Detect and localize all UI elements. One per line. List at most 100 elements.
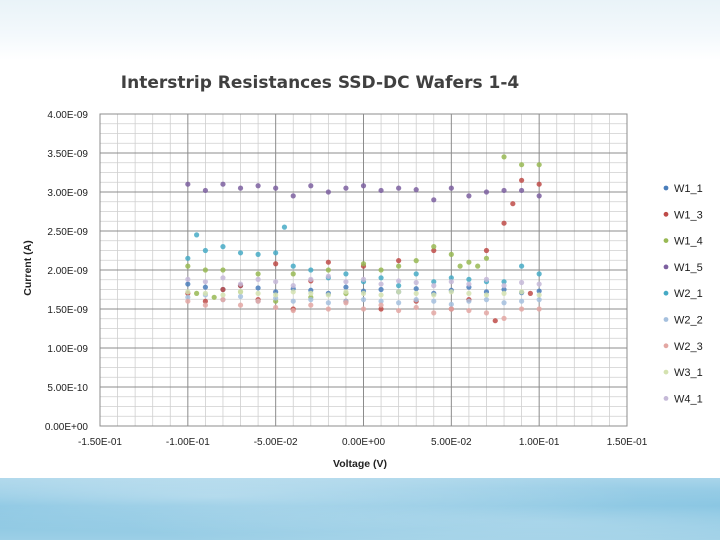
point-w2-2 xyxy=(308,297,314,303)
point-w3-1 xyxy=(290,289,296,295)
point-w3-1 xyxy=(360,290,367,296)
point-w2-2 xyxy=(483,297,490,303)
point-w3-1 xyxy=(220,292,226,298)
legend-label-w1-5: W1_5 xyxy=(674,262,703,274)
point-w1-5 xyxy=(536,193,542,199)
point-w3-1 xyxy=(273,292,279,298)
point-w2-3 xyxy=(237,302,244,308)
point-w2-3 xyxy=(325,306,331,312)
point-w2-1 xyxy=(185,255,191,261)
point-w4-1 xyxy=(343,279,349,285)
point-w1-4 xyxy=(483,255,490,261)
point-w2-1 xyxy=(519,263,525,269)
point-w1-4 xyxy=(475,263,481,269)
point-w1-5 xyxy=(483,189,490,195)
x-tick-label: -5.00E-02 xyxy=(254,437,298,448)
point-w2-1 xyxy=(220,244,226,250)
point-w1-4 xyxy=(185,263,191,269)
point-w1-4 xyxy=(457,263,463,269)
y-tick-label: 3.50E-09 xyxy=(47,149,88,160)
point-w1-1 xyxy=(185,281,191,287)
point-w2-3 xyxy=(273,304,279,311)
point-w2-1 xyxy=(343,271,349,277)
point-w1-3 xyxy=(325,259,331,265)
point-w1-5 xyxy=(396,185,402,191)
point-w1-1 xyxy=(378,286,384,293)
y-tick-label: 0.00E+00 xyxy=(45,422,89,433)
point-w1-3 xyxy=(527,290,533,296)
point-w1-4 xyxy=(413,258,419,264)
y-axis-ticks: 0.00E+00 5.00E-10 1.00E-09 1.50E-09 2.00E-09… xyxy=(45,110,89,433)
point-w1-3 xyxy=(202,298,208,304)
x-tick-label: -1.00E-01 xyxy=(166,437,210,448)
point-w2-2 xyxy=(396,300,402,306)
point-w4-1 xyxy=(220,275,226,281)
point-w2-1 xyxy=(448,275,454,281)
point-w1-5 xyxy=(202,187,208,194)
x-tick-label: 5.00E-02 xyxy=(431,437,472,448)
point-w4-1 xyxy=(378,281,384,287)
point-w1-3 xyxy=(483,247,490,254)
point-w4-1 xyxy=(413,279,419,286)
data-points xyxy=(185,154,542,324)
legend-marker-w2-3 xyxy=(663,343,669,349)
chart-grid xyxy=(99,113,628,427)
point-w1-3 xyxy=(501,220,507,226)
legend-label-w4-1: W4_1 xyxy=(674,393,703,405)
point-w1-4 xyxy=(360,261,367,267)
legend-label-w3-1: W3_1 xyxy=(674,367,703,379)
point-w2-1 xyxy=(281,224,288,230)
point-w1-4 xyxy=(501,154,507,160)
point-w2-3 xyxy=(343,300,349,306)
point-w4-1 xyxy=(255,276,261,282)
point-w4-1 xyxy=(431,283,437,289)
point-w2-2 xyxy=(501,300,507,306)
y-tick-label: 4.00E-09 xyxy=(47,110,88,121)
point-w1-5 xyxy=(360,183,367,189)
point-w2-3 xyxy=(290,307,296,314)
point-w1-4 xyxy=(290,271,296,277)
slide-top-band xyxy=(0,0,720,60)
point-w2-2 xyxy=(290,298,296,304)
point-w1-5 xyxy=(501,187,507,194)
point-w1-3 xyxy=(519,177,525,183)
point-w4-1 xyxy=(396,278,402,284)
chart-legend: W1_1 W1_3 W1_4 W1_5 W2_1 W2_2 W2_3 W3_1 W4_1 xyxy=(663,183,703,405)
point-w1-1 xyxy=(501,286,507,293)
point-w1-4 xyxy=(211,294,217,300)
point-w2-1 xyxy=(237,250,244,256)
point-w3-1 xyxy=(237,289,244,295)
point-w1-3 xyxy=(536,181,542,187)
legend-label-w1-1: W1_1 xyxy=(674,183,703,195)
legend-marker-w1-3 xyxy=(663,211,669,217)
point-w2-1 xyxy=(378,275,384,281)
plot-area-border xyxy=(99,113,628,427)
point-w3-1 xyxy=(308,290,314,296)
x-axis-title: Voltage (V) xyxy=(333,458,387,470)
point-w1-1 xyxy=(536,288,542,294)
point-w2-2 xyxy=(378,298,384,304)
point-w2-3 xyxy=(448,306,454,312)
legend-marker-w2-2 xyxy=(663,317,669,322)
point-w2-2 xyxy=(237,293,244,300)
point-w1-4 xyxy=(431,244,437,250)
legend-marker-w2-1 xyxy=(663,290,669,296)
x-tick-label: -1.50E-01 xyxy=(78,437,122,448)
point-w1-4 xyxy=(448,251,454,257)
point-w4-1 xyxy=(448,279,454,285)
point-w3-1 xyxy=(185,289,191,295)
point-w2-1 xyxy=(536,271,542,277)
legend-label-w1-3: W1_3 xyxy=(674,209,703,221)
point-w1-4 xyxy=(466,259,472,265)
point-w1-3 xyxy=(396,258,402,264)
legend-label-w2-3: W2_3 xyxy=(674,341,703,353)
point-w3-1 xyxy=(483,292,490,298)
point-w2-3 xyxy=(185,298,191,304)
legend-marker-w4-1 xyxy=(663,396,669,401)
point-w2-3 xyxy=(483,310,490,316)
point-w1-4 xyxy=(202,267,208,273)
point-w1-5 xyxy=(237,185,244,191)
point-w4-1 xyxy=(483,276,490,282)
point-w2-1 xyxy=(396,283,402,289)
